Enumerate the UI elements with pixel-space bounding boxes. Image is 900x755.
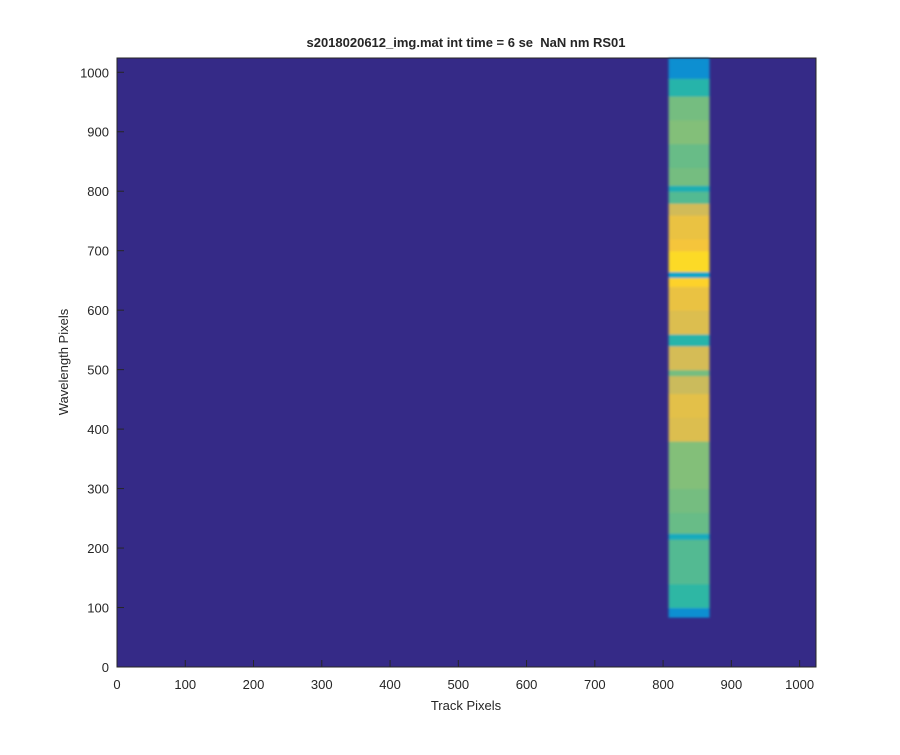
y-axis-label: Wavelength Pixels bbox=[56, 308, 71, 415]
stripe bbox=[668, 58, 710, 618]
image-cell bbox=[668, 215, 710, 240]
x-tick-label: 1000 bbox=[785, 677, 814, 692]
y-tick-label: 100 bbox=[87, 601, 109, 616]
image-background bbox=[117, 58, 816, 667]
x-axis-label: Track Pixels bbox=[431, 698, 502, 713]
image-cell bbox=[668, 464, 710, 490]
image-cell bbox=[668, 203, 710, 216]
image-cell bbox=[668, 96, 710, 121]
image-cell bbox=[668, 488, 710, 513]
y-tick-label: 600 bbox=[87, 303, 109, 318]
x-tick-label: 400 bbox=[379, 677, 401, 692]
x-tick-label: 100 bbox=[174, 677, 196, 692]
image-cell bbox=[668, 512, 710, 534]
image-cell bbox=[668, 345, 710, 371]
image-cell bbox=[668, 286, 710, 311]
y-tick-label: 1000 bbox=[80, 65, 109, 80]
image-cell bbox=[668, 277, 710, 287]
image-cell bbox=[668, 607, 710, 618]
x-tick-label: 900 bbox=[721, 677, 743, 692]
image-cell bbox=[668, 58, 710, 79]
x-tick-label: 200 bbox=[243, 677, 265, 692]
y-tick-label: 0 bbox=[102, 660, 109, 675]
image-cell bbox=[668, 238, 710, 252]
x-tick-label: 700 bbox=[584, 677, 606, 692]
axes-box bbox=[116, 57, 817, 668]
y-tick-label: 900 bbox=[87, 125, 109, 140]
plot-area: 0 100 200 300 400 500 600 700 800 900 1000 0 100 200 3… bbox=[80, 57, 817, 692]
x-tick-label: 300 bbox=[311, 677, 333, 692]
y-tick-label: 400 bbox=[87, 422, 109, 437]
x-tick-label: 800 bbox=[652, 677, 674, 692]
image-cell bbox=[668, 78, 710, 97]
image-cell bbox=[668, 533, 710, 540]
image-cell bbox=[668, 441, 710, 466]
image-cell bbox=[668, 417, 710, 442]
x-tick-label: 500 bbox=[447, 677, 469, 692]
y-tick-label: 300 bbox=[87, 482, 109, 497]
image-cell bbox=[668, 310, 710, 335]
image-cell bbox=[668, 271, 710, 279]
x-tick-label: 0 bbox=[113, 677, 120, 692]
image-cell bbox=[668, 393, 710, 418]
y-tick-label: 200 bbox=[87, 541, 109, 556]
image-cell bbox=[668, 539, 710, 561]
image-cell bbox=[668, 333, 710, 347]
image-cell bbox=[668, 119, 710, 145]
y-tick-label: 700 bbox=[87, 244, 109, 259]
chart-title: s2018020612_img.mat int time = 6 se NaN … bbox=[306, 35, 625, 50]
image-cell bbox=[668, 369, 710, 377]
image-cell bbox=[668, 167, 710, 186]
image-cell bbox=[668, 250, 710, 273]
image-cell bbox=[668, 559, 710, 585]
image-cell bbox=[668, 191, 710, 204]
image-cell bbox=[668, 375, 710, 395]
image-cell bbox=[668, 143, 710, 169]
image-cell bbox=[668, 185, 710, 192]
x-tick-label: 600 bbox=[516, 677, 538, 692]
y-tick-label: 800 bbox=[87, 184, 109, 199]
image-cell bbox=[668, 583, 710, 609]
y-tick-label: 500 bbox=[87, 363, 109, 378]
